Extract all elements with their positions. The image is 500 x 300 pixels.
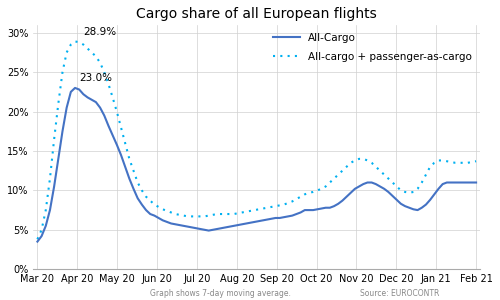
All-cargo + passenger-as-cargo <box>294 197 300 201</box>
All-cargo + passenger-as-cargo <box>72 40 78 43</box>
Title: Cargo share of all European flights: Cargo share of all European flights <box>136 7 377 21</box>
All-cargo + passenger-as-cargo <box>34 237 40 241</box>
All-cargo + passenger-as-cargo <box>322 184 328 188</box>
All-cargo + passenger-as-cargo <box>298 195 304 199</box>
All-cargo + passenger-as-cargo <box>47 177 53 180</box>
Legend: All-Cargo, All-cargo + passenger-as-cargo: All-Cargo, All-cargo + passenger-as-carg… <box>270 30 475 65</box>
All-cargo + passenger-as-cargo <box>473 159 479 163</box>
Text: Graph shows 7-day moving average.: Graph shows 7-day moving average. <box>150 290 291 298</box>
All-cargo + passenger-as-cargo <box>340 169 345 172</box>
All-Cargo <box>294 212 300 216</box>
All-Cargo <box>340 199 345 202</box>
All-Cargo <box>298 211 304 214</box>
All-Cargo <box>47 208 53 212</box>
Line: All-cargo + passenger-as-cargo: All-cargo + passenger-as-cargo <box>38 41 476 239</box>
All-Cargo <box>322 206 328 209</box>
Line: All-Cargo: All-Cargo <box>38 88 476 242</box>
All-Cargo <box>419 206 425 209</box>
All-Cargo <box>72 86 78 90</box>
Text: 23.0%: 23.0% <box>80 73 112 83</box>
Text: Source: EUROCONTR: Source: EUROCONTR <box>360 290 440 298</box>
All-cargo + passenger-as-cargo <box>419 181 425 184</box>
Text: 28.9%: 28.9% <box>84 27 116 37</box>
All-Cargo <box>473 181 479 184</box>
All-Cargo <box>34 240 40 243</box>
